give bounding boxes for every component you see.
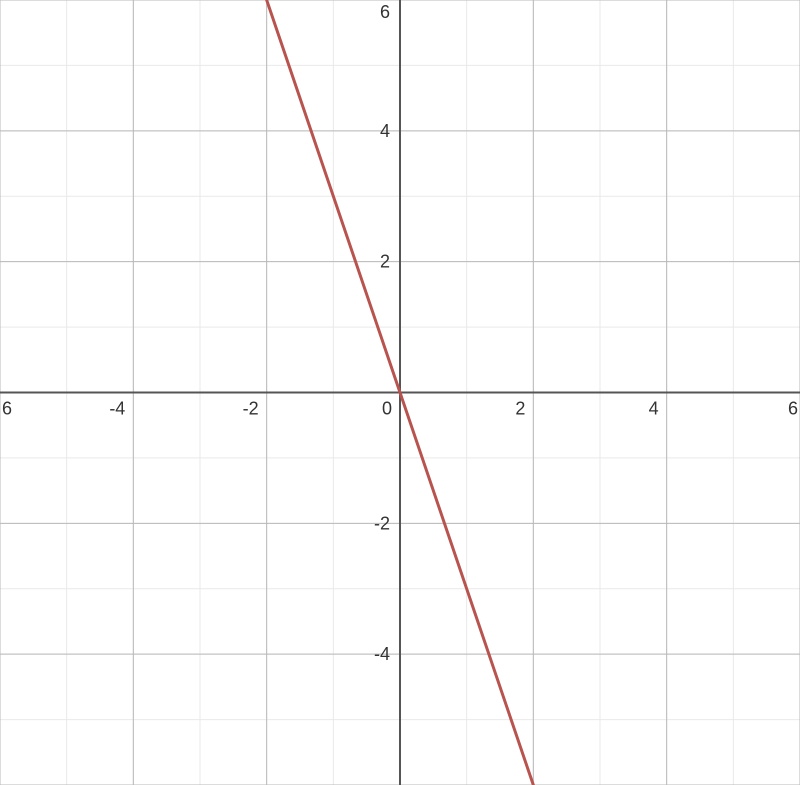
y-tick-label: 6 bbox=[380, 2, 390, 22]
coordinate-plane-chart: 6 -4 -2 0 2 4 6 6 4 2 -2 -4 bbox=[0, 0, 800, 785]
y-tick-label: 4 bbox=[380, 121, 390, 141]
y-tick-label: -4 bbox=[374, 644, 390, 664]
x-tick-label: 6 bbox=[788, 399, 798, 419]
x-tick-label: 4 bbox=[649, 399, 659, 419]
y-tick-label: -2 bbox=[374, 513, 390, 533]
x-tick-label: 6 bbox=[2, 399, 12, 419]
x-tick-label: -2 bbox=[243, 399, 259, 419]
x-tick-label: 2 bbox=[515, 399, 525, 419]
y-tick-label: 2 bbox=[380, 252, 390, 272]
x-tick-label: -4 bbox=[109, 399, 125, 419]
chart-svg: 6 -4 -2 0 2 4 6 6 4 2 -2 -4 bbox=[0, 0, 800, 785]
x-tick-label: 0 bbox=[382, 399, 392, 419]
